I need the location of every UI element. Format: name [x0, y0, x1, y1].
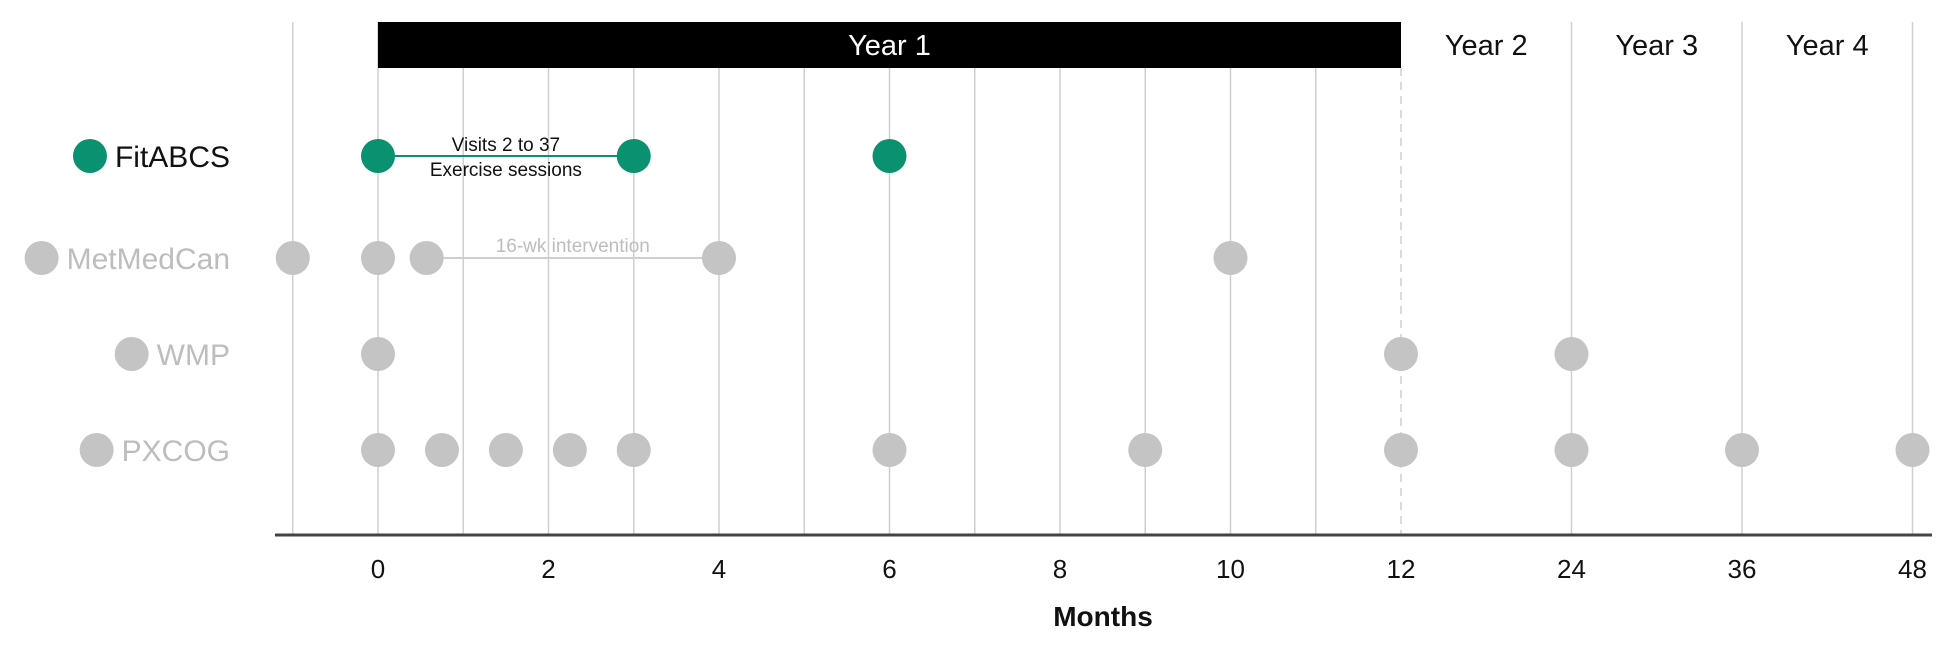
visit-point-pxcog-4	[616, 433, 651, 467]
visit-point-metmedcan-0	[275, 241, 310, 275]
year-band-1	[378, 22, 1401, 68]
visit-point-metmedcan-1	[361, 241, 395, 275]
span-label-line: 16-wk intervention	[496, 236, 650, 257]
row-marker-metmedcan	[24, 241, 59, 275]
row-label-metmedcan: MetMedCan	[67, 243, 230, 276]
visit-point-layer	[275, 139, 1930, 467]
year-label-3: Year 3	[1615, 30, 1698, 62]
x-axis-title: Months	[1053, 601, 1153, 632]
grid-layer	[292, 22, 1914, 535]
year-label-1: Year 1	[848, 30, 931, 62]
x-tick-label-36: 36	[1728, 554, 1757, 584]
x-tick-label-12: 12	[1387, 554, 1416, 584]
x-tick-label-4: 4	[712, 554, 726, 584]
visit-point-wmp-0	[361, 337, 395, 371]
x-tick-label-0: 0	[371, 554, 385, 584]
visit-point-pxcog-2	[488, 433, 523, 467]
year-label-2: Year 2	[1445, 30, 1528, 62]
visit-point-pxcog-10	[1895, 433, 1930, 467]
visit-point-pxcog-9	[1725, 433, 1759, 467]
x-tick-label-48: 48	[1898, 554, 1927, 584]
visit-point-pxcog-7	[1384, 433, 1418, 467]
visit-point-metmedcan-2	[409, 241, 444, 275]
row-marker-wmp	[114, 337, 149, 371]
visit-point-pxcog-0	[361, 433, 395, 467]
x-tick-label-6: 6	[882, 554, 896, 584]
visit-point-wmp-1	[1384, 337, 1418, 371]
visit-point-pxcog-6	[1128, 433, 1163, 467]
visit-point-pxcog-8	[1554, 433, 1589, 467]
visit-point-fitabcs-0	[361, 139, 395, 173]
x-tick-label-8: 8	[1053, 554, 1067, 584]
x-tick-label-24: 24	[1557, 554, 1586, 584]
row-label-wmp: WMP	[157, 339, 230, 372]
visit-point-pxcog-3	[552, 433, 587, 467]
row-label-fitabcs: FitABCS	[115, 141, 230, 174]
visit-point-fitabcs-1	[616, 139, 651, 173]
visit-point-pxcog-5	[872, 433, 907, 467]
span-label-line: Visits 2 to 37	[452, 135, 560, 156]
row-marker-pxcog	[79, 433, 114, 467]
x-tick-label-2: 2	[541, 554, 555, 584]
span-label-fitabcs: Visits 2 to 37 Exercise sessions	[430, 135, 582, 181]
row-label-layer: FitABCS MetMedCan WMP PXCOG	[24, 139, 230, 468]
visit-point-pxcog-1	[424, 433, 459, 467]
visit-point-metmedcan-3	[702, 241, 736, 275]
visit-point-wmp-2	[1554, 337, 1589, 371]
year-band-layer: Year 1 Year 2 Year 3 Year 4	[378, 22, 1869, 68]
span-label-metmedcan: 16-wk intervention	[496, 236, 650, 257]
x-tick-label-layer: 0 2 4 6 8 10 12 24 36 48	[371, 554, 1927, 584]
visit-point-fitabcs-2	[872, 139, 907, 173]
visit-point-metmedcan-4	[1213, 241, 1248, 275]
x-tick-label-10: 10	[1216, 554, 1245, 584]
row-label-pxcog: PXCOG	[122, 435, 230, 468]
span-label-line: Exercise sessions	[430, 160, 582, 181]
year-label-4: Year 4	[1786, 30, 1869, 62]
span-layer: Visits 2 to 37 Exercise sessions 16-wk int…	[378, 135, 719, 259]
row-marker-fitabcs	[72, 139, 107, 173]
